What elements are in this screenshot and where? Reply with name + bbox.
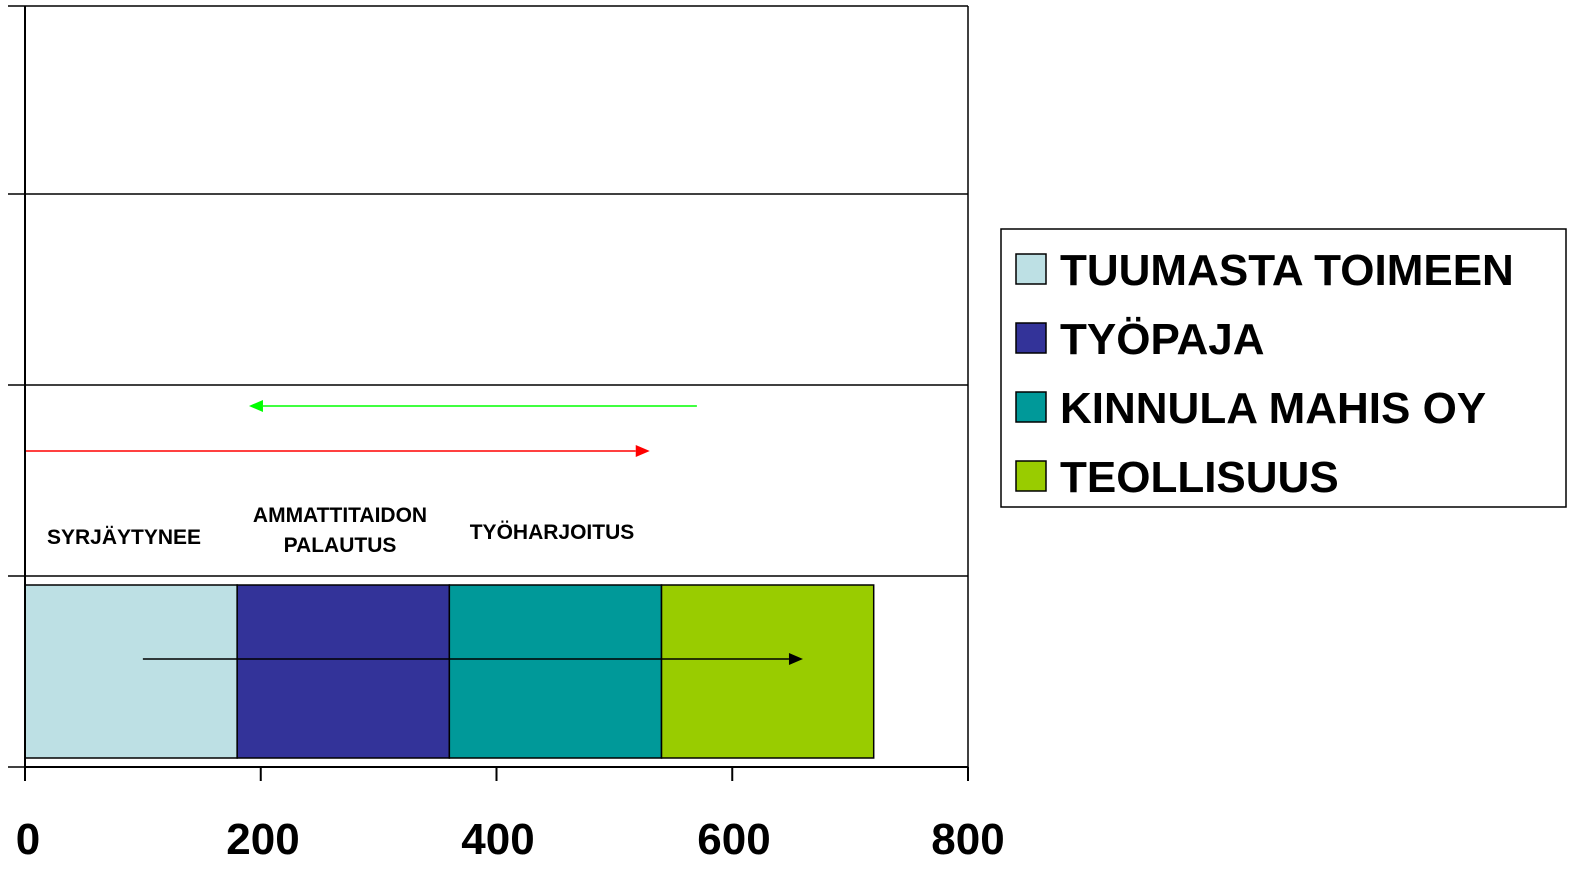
- annotation-label: TYÖHARJOITUS: [470, 521, 635, 544]
- bars: [24, 584, 875, 759]
- legend: TUUMASTA TOIMEEN TYÖPAJA KINNULA MAHIS OY T…: [1000, 228, 1567, 508]
- legend-box: [1000, 228, 1567, 508]
- gridlines: [25, 193, 968, 577]
- bar-segment: [660, 584, 875, 759]
- arrows: [25, 400, 803, 665]
- x-tick-label: 0: [16, 815, 40, 864]
- arrow-head: [248, 400, 263, 412]
- x-tick-label: 600: [697, 815, 770, 864]
- legend-swatch: [1015, 322, 1047, 354]
- x-tick-label: 400: [461, 815, 534, 864]
- bar-segment: [24, 584, 238, 759]
- bar-segment: [236, 584, 451, 759]
- annotation-label: PALAUTUS: [284, 534, 397, 557]
- annotation-label: SYRJÄYTYNEE: [47, 526, 201, 549]
- bar-segment: [448, 584, 663, 759]
- annotations: SYRJÄYTYNEE AMMATTITAIDON PALAUTUS TYÖHARJO…: [47, 504, 634, 557]
- legend-swatch: [1015, 460, 1047, 492]
- x-tick-label: 200: [226, 815, 299, 864]
- x-tick-label: 800: [931, 815, 1004, 864]
- x-ticks: 0 200 400 600 800: [16, 767, 1005, 864]
- legend-label: TUUMASTA TOIMEEN: [1060, 246, 1514, 295]
- legend-swatch: [1015, 253, 1047, 285]
- legend-label: KINNULA MAHIS OY: [1060, 384, 1486, 433]
- legend-label: TEOLLISUUS: [1060, 453, 1339, 502]
- annotation-label: AMMATTITAIDON: [253, 504, 427, 527]
- arrow-head: [635, 445, 650, 457]
- arrow-head: [788, 653, 803, 665]
- legend-label: TYÖPAJA: [1060, 315, 1265, 364]
- legend-swatch: [1015, 391, 1047, 423]
